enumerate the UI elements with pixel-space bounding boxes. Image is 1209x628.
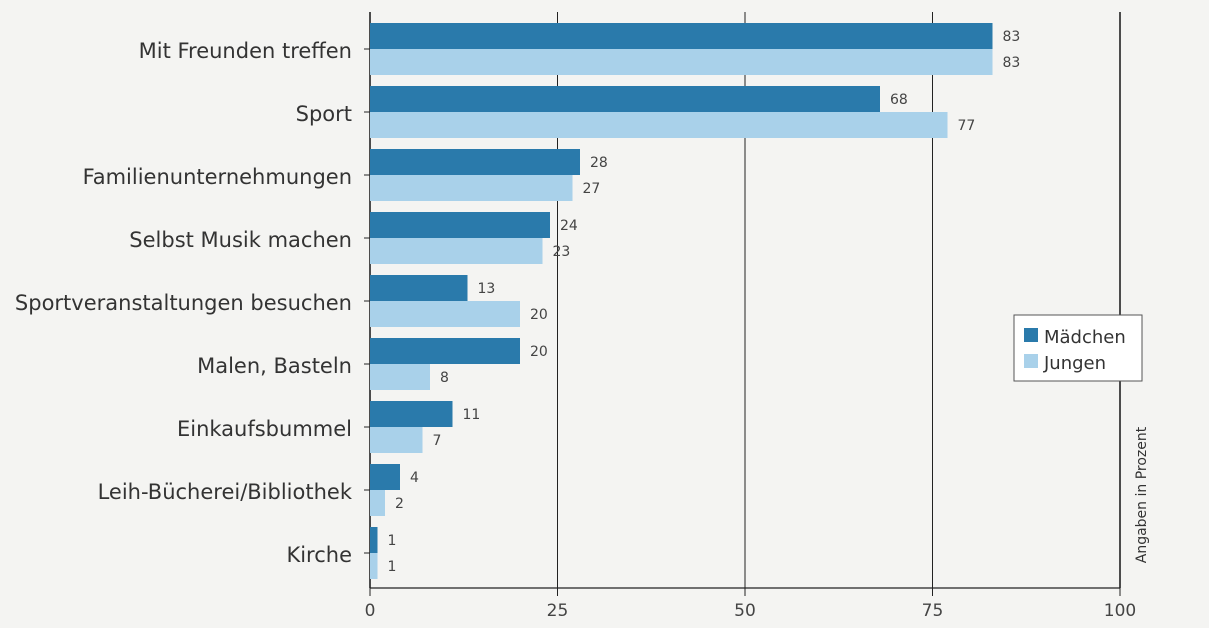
legend-swatch-maedchen xyxy=(1024,328,1038,342)
category-label: Sport xyxy=(296,102,352,126)
legend-swatch-jungen xyxy=(1024,354,1038,368)
value-label: 68 xyxy=(890,92,908,108)
category-label: Leih-Bücherei/Bibliothek xyxy=(98,480,353,504)
x-tick-label: 100 xyxy=(1104,601,1136,621)
legend-label-jungen: Jungen xyxy=(1043,353,1106,374)
value-label: 13 xyxy=(478,281,496,297)
value-label: 2 xyxy=(395,496,404,512)
bar-jungen xyxy=(370,490,385,516)
bar-maedchen xyxy=(370,86,880,112)
value-label: 23 xyxy=(553,244,571,260)
bar-jungen xyxy=(370,238,543,264)
value-label: 77 xyxy=(958,118,976,134)
value-label: 20 xyxy=(530,344,548,360)
bar-jungen xyxy=(370,427,423,453)
value-label: 83 xyxy=(1003,55,1021,71)
legend-label-maedchen: Mädchen xyxy=(1044,327,1126,348)
bar-jungen xyxy=(370,364,430,390)
value-label: 28 xyxy=(590,155,608,171)
bar-maedchen xyxy=(370,212,550,238)
category-label: Mit Freunden treffen xyxy=(139,39,352,63)
legend-box xyxy=(1013,314,1143,382)
value-label: 11 xyxy=(463,407,481,423)
category-label: Malen, Basteln xyxy=(197,354,352,378)
value-label: 1 xyxy=(388,559,397,575)
x-tick-label: 75 xyxy=(922,601,944,621)
value-label: 20 xyxy=(530,307,548,323)
bar-maedchen xyxy=(370,23,993,49)
bar-maedchen xyxy=(370,401,453,427)
bar-maedchen xyxy=(370,464,400,490)
labels: Mit Freunden treffen 83 83 Sport 68 77 Familie… xyxy=(15,29,1020,575)
x-axis: 0 25 50 75 100 xyxy=(364,48,1136,621)
bar-maedchen xyxy=(370,338,520,364)
value-label: 7 xyxy=(433,433,442,449)
bar-jungen xyxy=(370,175,573,201)
legend: Mädchen Jungen xyxy=(1013,314,1143,382)
bar-maedchen xyxy=(370,149,580,175)
value-label: 4 xyxy=(410,470,419,486)
value-label: 83 xyxy=(1003,29,1021,45)
axis-unit-label: Angaben in Prozent xyxy=(1134,426,1150,563)
category-label: Einkaufsbummel xyxy=(177,417,352,441)
bar-jungen xyxy=(370,112,948,138)
category-label: Familienunternehmungen xyxy=(83,165,352,189)
category-label: Sportveranstaltungen besuchen xyxy=(15,291,352,315)
bar-jungen xyxy=(370,49,993,75)
bar-jungen xyxy=(370,301,520,327)
value-label: 27 xyxy=(583,181,601,197)
category-label: Selbst Musik machen xyxy=(129,228,352,252)
value-label: 1 xyxy=(388,533,397,549)
category-label: Kirche xyxy=(286,543,352,567)
bar-jungen xyxy=(370,553,378,579)
bar-maedchen xyxy=(370,527,378,553)
value-label: 8 xyxy=(440,370,449,386)
bars xyxy=(370,23,993,579)
x-tick-label: 0 xyxy=(365,601,376,621)
value-label: 24 xyxy=(560,218,578,234)
bar-maedchen xyxy=(370,275,468,301)
x-tick-label: 25 xyxy=(547,601,569,621)
x-tick-label: 50 xyxy=(734,601,756,621)
